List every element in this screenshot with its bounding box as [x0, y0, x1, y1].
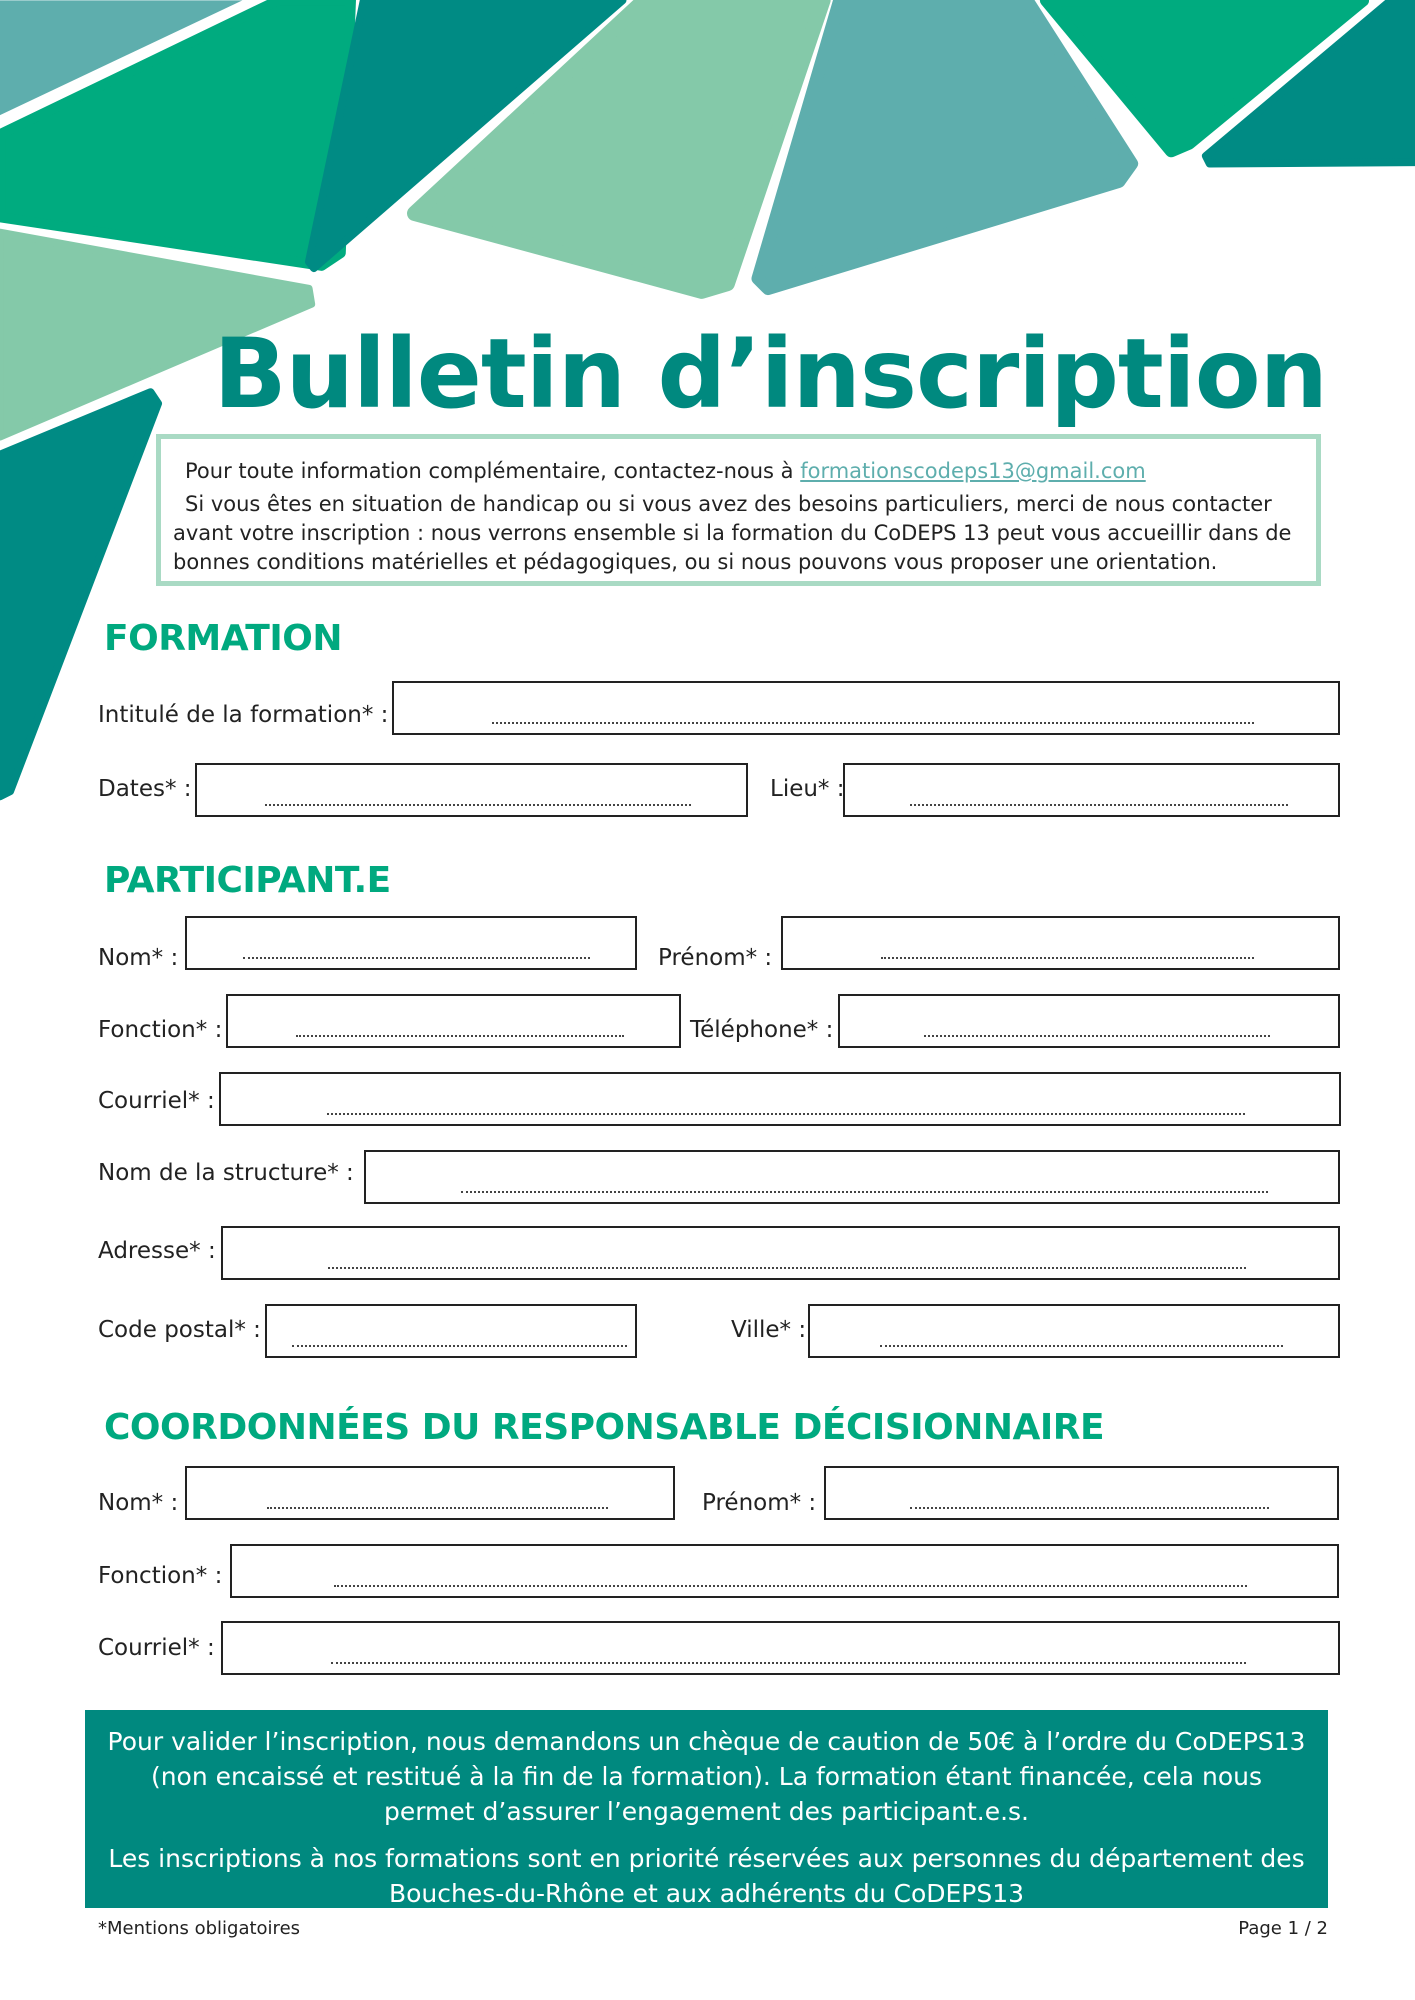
participant-courriel-field[interactable]: [219, 1072, 1341, 1126]
label-ville: Ville* :: [731, 1317, 807, 1343]
triangle-shape: [0, 0, 243, 116]
responsable-nom-field[interactable]: [185, 1466, 675, 1520]
banner-caution-text: Pour valider l’inscription, nous demando…: [107, 1727, 1306, 1826]
info-contact: Pour toute information complémentaire, c…: [173, 457, 1304, 486]
info-contact-text: Pour toute information complémentaire, c…: [185, 459, 801, 483]
participant-adresse-field[interactable]: [221, 1226, 1340, 1280]
responsable-prenom-field[interactable]: [824, 1466, 1339, 1520]
triangle-shape: [751, 0, 1139, 296]
mandatory-note: *Mentions obligatoires: [98, 1918, 301, 1939]
label-lieu: Lieu* :: [770, 776, 845, 802]
lieu-field[interactable]: [843, 763, 1340, 817]
label-resp-nom: Nom* :: [98, 1490, 179, 1516]
label-resp-fonction: Fonction* :: [98, 1563, 223, 1589]
responsable-courriel-field[interactable]: [221, 1621, 1340, 1675]
label-adresse: Adresse* :: [98, 1238, 216, 1264]
participant-structure-field[interactable]: [364, 1150, 1340, 1204]
triangle-shape: [0, 0, 356, 271]
label-prenom: Prénom* :: [658, 945, 773, 971]
label-nom: Nom* :: [98, 945, 179, 971]
label-structure: Nom de la structure* :: [98, 1160, 354, 1186]
dates-field[interactable]: [195, 763, 748, 817]
label-resp-prenom: Prénom* :: [702, 1490, 817, 1516]
label-fonction: Fonction* :: [98, 1017, 223, 1043]
triangle-shape: [407, 0, 831, 299]
label-intitule: Intitulé de la formation* :: [98, 702, 389, 728]
participant-nom-field[interactable]: [185, 916, 637, 970]
label-telephone: Téléphone* :: [690, 1017, 834, 1043]
email-link[interactable]: formationscodeps13@gmail.com: [800, 459, 1146, 483]
triangle-shape: [0, 228, 316, 441]
section-heading-formation: FORMATION: [104, 618, 343, 659]
section-heading-responsable: COORDONNÉES DU RESPONSABLE DÉCISIONNAIRE: [104, 1407, 1105, 1448]
page-number: Page 1 / 2: [1238, 1918, 1328, 1939]
participant-ville-field[interactable]: [808, 1304, 1340, 1358]
label-resp-courriel: Courriel* :: [98, 1635, 215, 1661]
banner-priority-text: Les inscriptions à nos formations sont e…: [108, 1844, 1305, 1908]
participant-prenom-field[interactable]: [781, 916, 1340, 970]
info-box: Pour toute information complémentaire, c…: [156, 434, 1321, 586]
triangle-shape: [0, 388, 163, 801]
participant-telephone-field[interactable]: [838, 994, 1340, 1048]
validation-banner: Pour valider l’inscription, nous demando…: [85, 1710, 1328, 1908]
participant-code-postal-field[interactable]: [265, 1304, 637, 1358]
label-courriel: Courriel* :: [98, 1088, 215, 1114]
triangle-shape: [1201, 0, 1415, 168]
page-title: Bulletin d’inscription: [213, 318, 1328, 430]
section-heading-participant: PARTICIPANT.E: [104, 860, 391, 901]
label-dates: Dates* :: [98, 776, 192, 802]
label-code-postal: Code postal* :: [98, 1317, 261, 1343]
responsable-fonction-field[interactable]: [230, 1544, 1339, 1598]
triangle-shape: [1039, 0, 1370, 158]
participant-fonction-field[interactable]: [226, 994, 681, 1048]
formation-title-field[interactable]: [392, 681, 1340, 735]
triangle-shape: [304, 0, 627, 273]
info-handicap: Si vous êtes en situation de handicap ou…: [173, 492, 1292, 574]
